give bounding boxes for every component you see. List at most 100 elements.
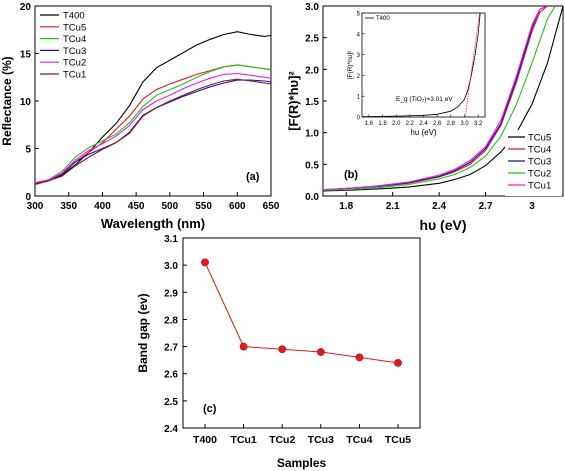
panel-b-ytick-label: 3.0 [305, 2, 319, 13]
panel-b-inset: 1.6 1.8 2.0 2.2 2.4 2.6 2.8 3.0 3.2 0 1 2 3 4 5 T400 E_g… [347, 12, 486, 137]
panel-a-xtick-label: 300 [27, 201, 44, 212]
inset-xtick-label: 2.6 [433, 121, 442, 127]
panel-b-xtick-label: 2.7 [479, 201, 493, 212]
panel-b-ytick-label: 0.5 [305, 160, 319, 171]
panel-b-xtick-label: 3 [529, 201, 535, 212]
panel-c-line [204, 262, 399, 364]
inset-series-T400 [361, 12, 481, 117]
inset-annotation: E_g (TiO₂)=3.01 eV [396, 96, 453, 103]
panel-c: 2.4 2.5 2.6 2.7 2.8 2.9 3.0 3.1 T400 TCu1 TCu2 TCu3… [136, 234, 421, 470]
panel-a-xtick-label: 650 [263, 201, 280, 212]
panel-c-xtick-label: TCu4 [346, 434, 372, 446]
panel-b: 1.8 2.1 2.4 2.7 30.00.51.01.52.02.53.0TCu5TC… [286, 2, 564, 233]
inset-xtick-label: 1.8 [378, 121, 387, 127]
panel-b-legend-label: TCu2 [528, 169, 551, 180]
panel-a-xtick-label: 400 [94, 201, 111, 212]
panel-b-legend-label: TCu5 [528, 133, 551, 144]
inset-ytick-label: 4 [357, 32, 361, 38]
panel-c-ytick-label: 3.1 [164, 234, 178, 245]
panel-a-label: (a) [246, 171, 260, 183]
panel-a-xtick-label: 500 [162, 201, 179, 212]
inset-ytick-label: 3 [357, 53, 361, 59]
panel-c-ytick-label: 3.0 [164, 261, 178, 272]
panel-b-legend-label: TCu1 [528, 181, 551, 192]
panel-c-xtick-label: T400 [193, 434, 217, 446]
panel-c-xtick-label: TCu3 [308, 434, 334, 446]
panel-b-ytick-label: 1.5 [305, 97, 319, 108]
panel-b-series-TCu2 [323, 6, 556, 191]
panel-a: 300 350 400 450 500 550 600 650 0 5 10 15 20 T400TCu5… [0, 2, 280, 231]
panel-b-ylabel: [F(R)*hυ]² [286, 71, 301, 131]
panel-a-xtick-label: 350 [60, 201, 77, 212]
panel-c-label: (c) [203, 403, 217, 415]
panel-b-series-TCu3 [323, 6, 548, 191]
panel-c-point-TCu3 [316, 348, 325, 356]
panel-a-legend-label: TCu3 [63, 46, 86, 57]
panel-c-xtick-label: TCu2 [269, 434, 295, 446]
panel-a-series-TCu4 [34, 64, 272, 185]
panel-c-xtick-label: TCu1 [230, 434, 256, 446]
panel-c-xlabel: Samples [277, 456, 327, 470]
panel-b-series-group [323, 6, 563, 192]
panel-a-xtick-label: 550 [195, 201, 212, 212]
panel-a-ylabel: Reflectance (%) [0, 56, 14, 145]
panel-c-point-TCu5 [394, 358, 402, 367]
panel-b-ytick-label: 1.0 [305, 129, 319, 140]
panel-a-legend-label: TCu2 [63, 58, 86, 69]
panel-c-ytick-label: 2.8 [164, 315, 178, 326]
panel-b-ytick-label: 0.0 [305, 192, 319, 203]
inset-ylabel: [F(R)*hυ]² [347, 50, 354, 79]
panel-a-xlabel: Wavelength (nm) [101, 216, 205, 231]
panel-b-legend-label: TCu4 [528, 145, 551, 156]
panel-c-ylabel: Band gap (ev) [136, 293, 150, 372]
panel-c-ytick-label: 2.5 [164, 397, 178, 408]
panel-a-legend-label: T400 [63, 11, 85, 22]
panel-a-ytick-label: 15 [20, 50, 32, 61]
panel-a-series-T400 [34, 31, 272, 185]
panel-a-ytick-label: 20 [20, 2, 32, 13]
panel-a-series-TCu1 [34, 78, 272, 185]
panel-a-legend-label: TCu4 [63, 34, 86, 45]
inset-xtick-label: 2.2 [406, 121, 415, 127]
panel-c-point-TCu1 [239, 342, 248, 351]
panel-c-point-TCu2 [278, 345, 287, 354]
inset-ytick-label: 2 [357, 74, 361, 80]
panel-b-xtick-label: 2.4 [432, 201, 446, 212]
panel-b-xtick-label: 2.1 [386, 201, 400, 212]
panel-a-xtick-label: 600 [229, 201, 246, 212]
inset-ytick-label: 5 [357, 12, 361, 18]
panel-b-xlabel: hυ (eV) [419, 217, 466, 233]
panel-c-point-T400 [201, 258, 209, 267]
panel-c-ytick-label: 2.6 [164, 370, 178, 381]
panel-a-legend-label: TCu1 [63, 70, 86, 81]
inset-ytick-label: 1 [357, 95, 361, 101]
inset-legend-label: T400 [376, 16, 390, 22]
panel-a-legend-label: TCu5 [63, 22, 86, 33]
panel-b-ytick-label: 2.0 [305, 65, 319, 76]
panel-b-legend-label: TCu3 [528, 157, 551, 168]
panel-c-frame [182, 237, 421, 429]
panel-b-xtick-label: 1.8 [339, 201, 353, 212]
panel-c-ytick-label: 2.4 [164, 424, 178, 435]
inset-xtick-label: 2.8 [447, 121, 456, 127]
panel-a-ytick-label: 0 [25, 192, 31, 203]
panel-a-series-TCu2 [34, 72, 272, 184]
panel-b-series-TCu5 [323, 6, 563, 192]
panel-b-ytick-label: 2.5 [305, 34, 319, 45]
panel-a-xtick-label: 450 [128, 201, 145, 212]
inset-xtick-label: 3.2 [474, 121, 483, 127]
panel-c-xtick-label: TCu5 [385, 434, 411, 446]
panel-c-ytick-label: 2.7 [164, 343, 178, 354]
inset-xlabel: hυ (eV) [410, 128, 436, 137]
panel-c-point-TCu4 [355, 353, 364, 362]
panel-a-ytick-label: 10 [20, 97, 32, 108]
panel-a-ytick-label: 5 [25, 145, 31, 156]
inset-xtick-label: 2.0 [392, 121, 401, 127]
inset-ytick-label: 0 [357, 116, 361, 122]
panel-c-ytick-label: 2.9 [164, 288, 178, 299]
inset-xtick-label: 1.6 [365, 121, 374, 127]
panel-b-label: (b) [344, 169, 358, 181]
inset-xtick-label: 2.4 [419, 121, 428, 127]
panel-b-series-TCu1 [323, 6, 548, 191]
